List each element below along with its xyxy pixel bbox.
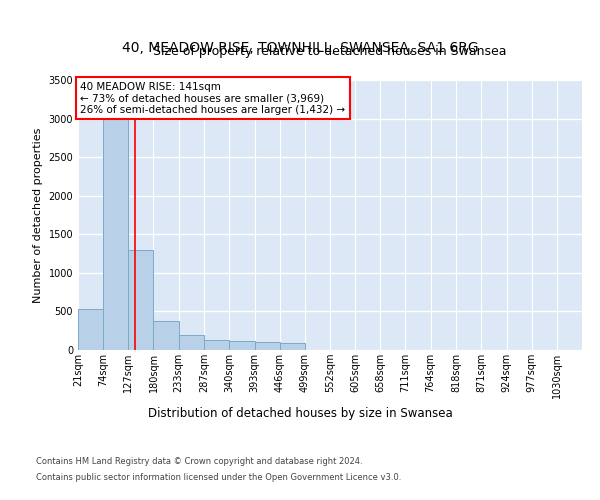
- Bar: [229, 340, 254, 350]
- Bar: [179, 334, 204, 350]
- Text: 40 MEADOW RISE: 141sqm
← 73% of detached houses are smaller (3,969)
26% of semi-: 40 MEADOW RISE: 141sqm ← 73% of detached…: [80, 82, 346, 114]
- Y-axis label: Number of detached properties: Number of detached properties: [33, 128, 43, 302]
- Bar: [154, 320, 179, 350]
- Text: Contains HM Land Registry data © Crown copyright and database right 2024.: Contains HM Land Registry data © Crown c…: [36, 458, 362, 466]
- Bar: [103, 117, 128, 350]
- Bar: [204, 340, 229, 350]
- Text: Distribution of detached houses by size in Swansea: Distribution of detached houses by size …: [148, 408, 452, 420]
- Bar: [254, 342, 280, 350]
- Bar: [128, 250, 154, 350]
- Bar: [280, 342, 305, 350]
- Title: Size of property relative to detached houses in Swansea: Size of property relative to detached ho…: [153, 45, 507, 58]
- Text: Contains public sector information licensed under the Open Government Licence v3: Contains public sector information licen…: [36, 472, 401, 482]
- Bar: [78, 309, 103, 350]
- Text: 40, MEADOW RISE, TOWNHILL, SWANSEA, SA1 6RG: 40, MEADOW RISE, TOWNHILL, SWANSEA, SA1 …: [122, 41, 478, 55]
